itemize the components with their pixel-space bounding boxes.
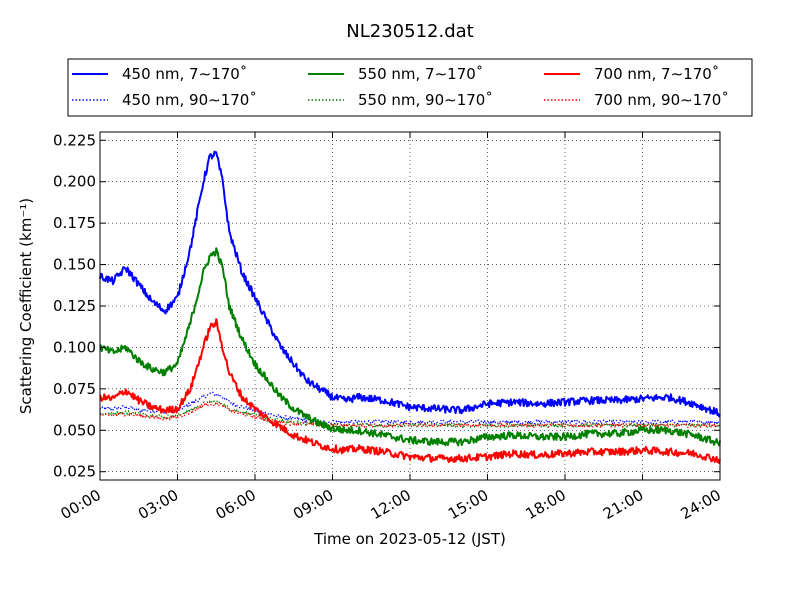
y-axis-label: Scattering Coefficient (km⁻¹) (17, 198, 35, 414)
x-tick-label: 03:00 (135, 486, 181, 523)
y-tick-label: 0.050 (53, 421, 96, 439)
x-tick-label: 09:00 (290, 486, 336, 523)
x-tick-label: 21:00 (600, 486, 646, 523)
y-tick-label: 0.075 (53, 380, 96, 398)
x-tick-label: 00:00 (58, 486, 104, 523)
legend-label: 550 nm, 90∼170˚ (358, 91, 493, 109)
x-tick-label: 18:00 (523, 486, 569, 523)
legend-label: 700 nm, 90∼170˚ (594, 91, 729, 109)
legend-label: 450 nm, 7∼170˚ (122, 65, 247, 83)
grid (99, 132, 721, 480)
legend: 450 nm, 7∼170˚ 450 nm, 90∼170˚ 550 nm, 7∼1… (67, 58, 753, 117)
y-tick-label: 0.175 (53, 214, 96, 232)
y-tick-label: 0.225 (53, 131, 96, 149)
y-tick-label: 0.200 (53, 173, 96, 191)
x-tick-label: 12:00 (368, 486, 414, 523)
x-tick-label: 24:00 (678, 486, 724, 523)
axis-ticks (99, 132, 721, 480)
y-tick-label: 0.100 (53, 338, 96, 356)
series-line (99, 150, 721, 418)
series-lines (99, 150, 721, 464)
y-tick-labels: 0.025 0.050 0.075 0.100 0.125 0.150 0.175 0.200… (53, 131, 96, 480)
legend-label: 450 nm, 90∼170˚ (122, 91, 257, 109)
series-line (99, 247, 721, 447)
y-tick-label: 0.025 (53, 463, 96, 481)
legend-label: 700 nm, 7∼170˚ (594, 65, 719, 83)
x-axis-label: Time on 2023-05-12 (JST) (313, 530, 506, 548)
series-line (99, 391, 721, 425)
x-tick-label: 15:00 (445, 486, 491, 523)
series-line (99, 318, 721, 464)
series-line (99, 401, 721, 428)
y-tick-label: 0.150 (53, 256, 96, 274)
y-tick-label: 0.125 (53, 297, 96, 315)
x-tick-labels: 00:00 03:00 06:00 09:00 12:00 15:00 18:00 21:00… (58, 486, 724, 523)
legend-label: 550 nm, 7∼170˚ (358, 65, 483, 83)
legend-box (67, 58, 753, 117)
chart-title: NL230512.dat (346, 21, 473, 42)
x-tick-label: 06:00 (213, 486, 259, 523)
